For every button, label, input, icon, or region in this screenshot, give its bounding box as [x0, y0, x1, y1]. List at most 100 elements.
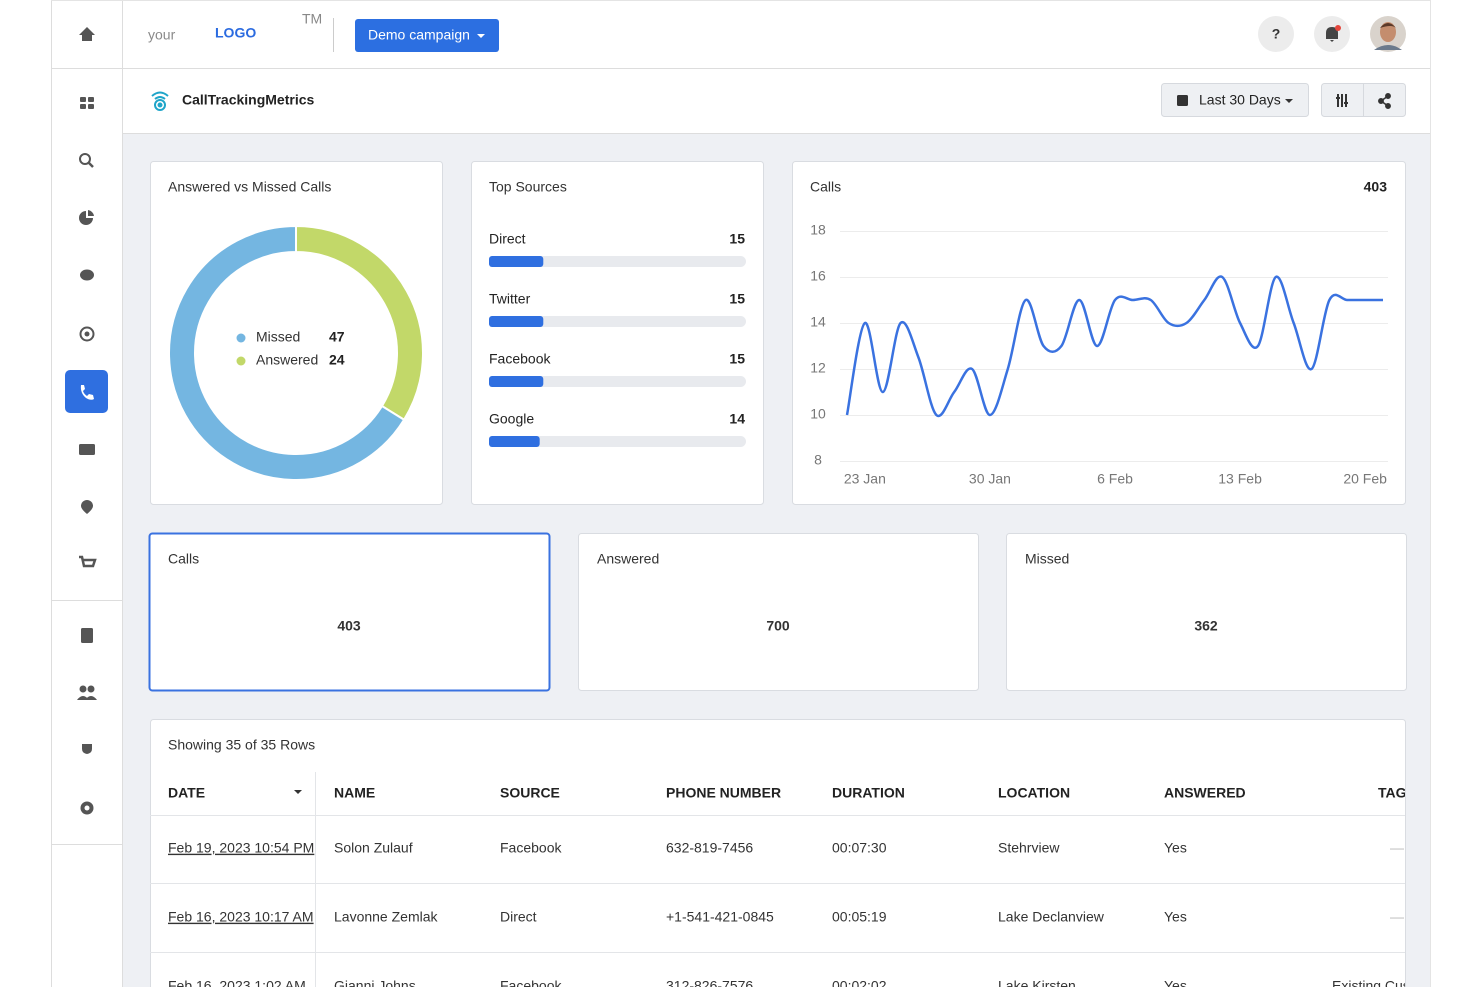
users-icon[interactable]: [77, 685, 97, 701]
logo: LOGO: [215, 25, 256, 41]
table-cell: —: [1390, 840, 1404, 856]
date-link[interactable]: Feb 16, 2023 10:17 AM: [168, 909, 314, 925]
column-header[interactable]: DURATION: [832, 785, 905, 801]
x-tick-label: 13 Feb: [1218, 471, 1262, 487]
dropdown-caret: [1285, 99, 1293, 103]
date-link[interactable]: Feb 19, 2023 10:54 PM: [168, 840, 314, 856]
kpi-card[interactable]: [578, 533, 979, 691]
search-icon[interactable]: [79, 153, 94, 168]
dropdown-caret: [477, 34, 485, 38]
notification-dot: [1335, 25, 1341, 31]
table-cell: 00:05:19: [832, 909, 887, 925]
campaign-button[interactable]: [355, 19, 499, 52]
legend-label: Missed: [256, 329, 300, 345]
help-button[interactable]: [1258, 16, 1294, 52]
progress-track: [489, 376, 746, 387]
progress-bar: [489, 436, 540, 447]
table: DATE NAME SOURCE PHONE NUMBER DURATION LOCATI…: [150, 772, 1416, 987]
home-icon[interactable]: [79, 27, 95, 41]
kpi-card[interactable]: [148, 532, 551, 692]
source-label: Facebook: [489, 351, 551, 367]
progress-bar: [489, 376, 544, 387]
kpi-value: 362: [1194, 618, 1218, 634]
phone-icon: [80, 385, 94, 400]
source-label: Google: [489, 411, 534, 427]
table-cell: Solon Zulauf: [334, 840, 413, 856]
source-value: 15: [729, 351, 745, 367]
legend-value: 47: [329, 329, 345, 345]
help-label: ?: [1272, 26, 1281, 42]
legend-label: Answered: [256, 352, 318, 368]
card: [150, 161, 443, 505]
chat-icon[interactable]: [80, 269, 94, 281]
pie-icon[interactable]: [79, 210, 94, 225]
date-range-label: Last 30 Days: [1199, 92, 1281, 108]
logo-prefix: your: [148, 27, 176, 43]
column-header[interactable]: NAME: [334, 785, 375, 801]
signal-icon[interactable]: [79, 326, 95, 342]
filter-icon[interactable]: [1336, 94, 1348, 107]
y-tick-label: 14: [810, 314, 826, 330]
kpi-label: Missed: [1025, 551, 1069, 567]
column-header[interactable]: DATE: [168, 785, 205, 801]
progress-track: [489, 436, 746, 447]
sidebar-icons: [65, 27, 108, 815]
table-cell: Yes: [1164, 840, 1187, 856]
settings-icon[interactable]: [80, 801, 94, 815]
table-card: [150, 719, 1406, 987]
calendar-icon: [1177, 95, 1188, 106]
source-label: Twitter: [489, 291, 531, 307]
calls-nav-active[interactable]: [65, 370, 108, 413]
location-icon[interactable]: [81, 500, 93, 514]
y-tick-label: 18: [810, 222, 826, 238]
share-icon[interactable]: [1378, 93, 1391, 109]
card-title: Calls: [810, 179, 841, 195]
table-cell: 312-826-7576: [666, 978, 753, 987]
date-range-button[interactable]: [1161, 83, 1309, 117]
x-tick-label: 23 Jan: [844, 471, 886, 487]
column-header[interactable]: LOCATION: [998, 785, 1070, 801]
table-cell: 00:02:02: [832, 978, 887, 987]
kpi-label: Calls: [168, 551, 199, 567]
plug-icon[interactable]: [82, 744, 92, 758]
dashboard-icon[interactable]: [80, 97, 94, 109]
avatar[interactable]: [1370, 16, 1406, 52]
progress-track: [489, 316, 746, 327]
table-cell: Lake Declanview: [998, 909, 1105, 925]
table-cell: Lavonne Zemlak: [334, 909, 439, 925]
cart-icon[interactable]: [79, 555, 97, 568]
table-cell: 00:07:30: [832, 840, 887, 856]
ctm-logo: [151, 91, 169, 111]
column-header[interactable]: PHONE NUMBER: [666, 785, 781, 801]
campaign-label: Demo campaign: [368, 27, 470, 43]
page-title: CallTrackingMetrics: [182, 92, 314, 108]
column-header[interactable]: SOURCE: [500, 785, 560, 801]
table-cell: 632-819-7456: [666, 840, 753, 856]
calls-total: 403: [1364, 179, 1388, 195]
x-tick-label: 20 Feb: [1343, 471, 1387, 487]
kpi-label: Answered: [597, 551, 659, 567]
y-tick-label: 8: [814, 452, 822, 468]
y-tick-label: 16: [810, 268, 826, 284]
table-caption: Showing 35 of 35 Rows: [168, 737, 315, 753]
source-value: 14: [729, 411, 745, 427]
x-tick-label: 30 Jan: [969, 471, 1011, 487]
sidebar: [51, 0, 122, 987]
calls-line: [845, 275, 1383, 418]
sort-caret: [294, 790, 302, 794]
progress-bar: [489, 316, 544, 327]
kpi-card[interactable]: [1006, 533, 1407, 691]
y-tick-label: 10: [810, 406, 826, 422]
column-header[interactable]: ANSWERED: [1164, 785, 1246, 801]
report-icon[interactable]: [81, 628, 93, 643]
donut-slice: [168, 224, 406, 481]
column-header[interactable]: TAGS: [1378, 785, 1416, 801]
date-link[interactable]: Feb 16, 2023 1:02 AM: [168, 978, 306, 987]
legend-value: 24: [329, 352, 345, 368]
mail-icon[interactable]: [79, 444, 95, 455]
progress-bar: [489, 256, 544, 267]
table-cell: Stehrview: [998, 840, 1060, 856]
y-tick-label: 12: [810, 360, 826, 376]
table-cell: Yes: [1164, 909, 1187, 925]
charts: Missed 47 Answered 24 Direct 15 Twitter 15 Faceb…: [168, 222, 1388, 487]
